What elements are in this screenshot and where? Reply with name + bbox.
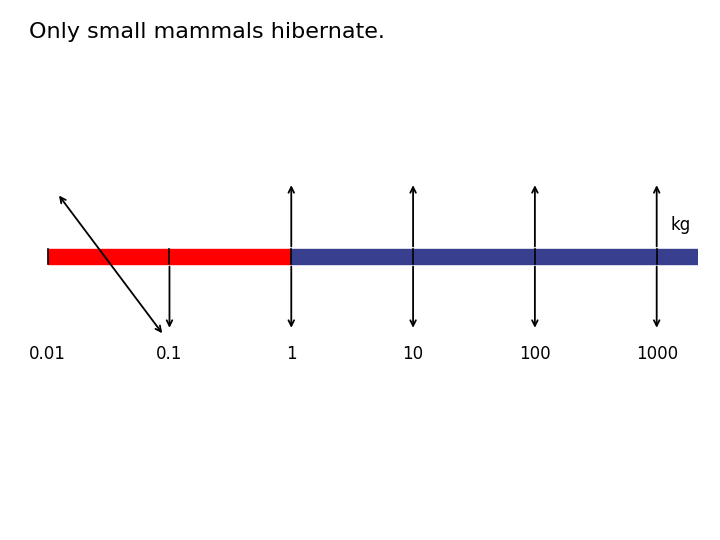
Text: 100: 100	[519, 345, 551, 363]
Text: 0.01: 0.01	[30, 345, 66, 363]
Bar	[292, 249, 698, 264]
Text: Only small mammals hibernate.: Only small mammals hibernate.	[29, 22, 384, 42]
Text: 1: 1	[286, 345, 297, 363]
Text: kg: kg	[671, 216, 691, 234]
Text: 10: 10	[402, 345, 423, 363]
Text: 1000: 1000	[636, 345, 678, 363]
Text: 0.1: 0.1	[156, 345, 183, 363]
Bar	[48, 249, 292, 264]
